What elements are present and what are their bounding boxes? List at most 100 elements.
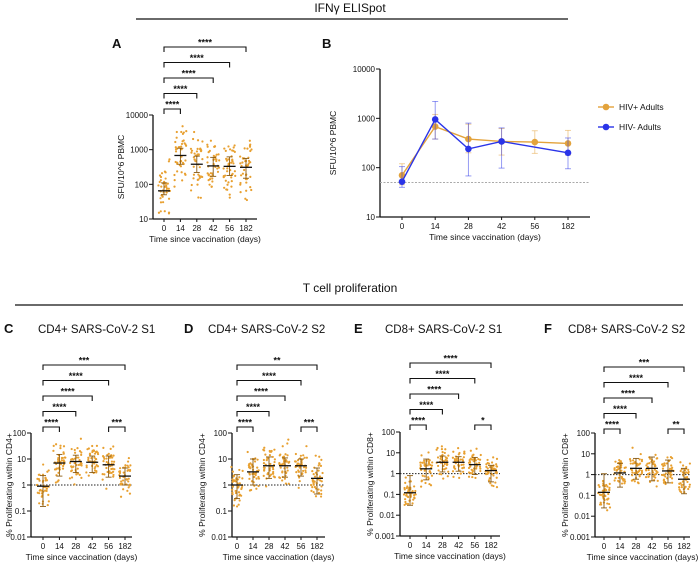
data-point [224, 149, 227, 152]
panel-c: C CD4+ SARS-CoV-2 S1 0.01 0.1 1 10 100 0 14 28 42 5… [4, 321, 155, 562]
data-point [601, 493, 604, 496]
data-point [238, 499, 241, 502]
data-point [44, 489, 47, 492]
data-point [654, 476, 657, 479]
data-point [263, 468, 266, 471]
data-point [678, 486, 681, 489]
data-point [167, 187, 170, 190]
data-point [120, 480, 123, 483]
data-point [87, 456, 90, 460]
x-tick-label: 42 [88, 542, 97, 551]
data-point [314, 487, 318, 490]
data-point [206, 145, 209, 148]
data-point [241, 172, 244, 175]
data-point [297, 486, 300, 489]
data-point [52, 449, 55, 452]
data-point [490, 461, 494, 464]
data-point [196, 183, 199, 186]
data-point [474, 459, 477, 462]
data-point [318, 455, 321, 458]
data-point [452, 450, 455, 453]
legend-label: HIV- Adults [619, 122, 661, 132]
data-point [614, 476, 617, 480]
data-point [296, 462, 299, 465]
y-tick-label: 100 [214, 429, 228, 438]
data-point [173, 173, 176, 177]
data-point [160, 172, 164, 175]
significance-bracket [236, 410, 270, 417]
data-point [211, 177, 214, 180]
data-point [440, 445, 443, 448]
data-point [47, 469, 50, 472]
data-point [61, 467, 65, 470]
data-point [461, 467, 464, 470]
panel-d: D CD4+ SARS-CoV-2 S2 0.01 0.1 1 10 100 0 14 28 42 5… [184, 321, 334, 562]
data-point [228, 148, 232, 151]
data-point [421, 461, 424, 464]
data-point [38, 502, 41, 505]
data-point [185, 144, 188, 147]
data-point [262, 461, 266, 465]
data-point [617, 476, 620, 479]
data-point [636, 481, 640, 484]
data-point [180, 142, 184, 146]
x-tick-label: 0 [162, 224, 167, 233]
data-point [281, 479, 284, 482]
significance-bracket [163, 92, 198, 99]
data-point [250, 148, 253, 151]
data-point [70, 465, 73, 468]
data-point [662, 474, 666, 477]
data-point [688, 462, 691, 465]
data-point [245, 198, 249, 202]
data-point [398, 178, 406, 185]
data-point [233, 499, 236, 502]
data-point [69, 461, 72, 465]
data-point [176, 170, 179, 173]
data-point [230, 465, 233, 469]
data-point [436, 446, 439, 450]
data-point [266, 473, 269, 476]
data-point [311, 486, 314, 489]
data-point [36, 491, 39, 494]
data-point [646, 473, 649, 476]
data-point [70, 458, 73, 461]
data-point [284, 482, 288, 485]
data-point [622, 477, 625, 481]
data-point [686, 480, 689, 484]
data-point [485, 463, 488, 466]
data-point [243, 168, 246, 172]
significance-bracket [163, 61, 231, 68]
data-point [266, 457, 269, 460]
data-point [305, 445, 308, 448]
data-point [478, 461, 481, 464]
y-axis-label: % Proliferating within CD8+ [365, 432, 375, 536]
data-point [647, 468, 650, 472]
y-tick-label: 1 [391, 470, 396, 479]
data-point [197, 178, 200, 181]
data-point [281, 470, 284, 473]
significance-label: ** [273, 356, 281, 366]
data-point [218, 159, 221, 162]
data-point [110, 471, 113, 474]
x-tick-label: 56 [664, 542, 673, 551]
data-point [411, 502, 414, 505]
data-point [660, 463, 664, 466]
x-tick-label: 42 [454, 541, 463, 550]
data-point [298, 476, 301, 479]
data-point [623, 480, 627, 483]
data-point [237, 485, 240, 488]
data-point [216, 167, 219, 170]
data-point [687, 470, 690, 474]
data-point [688, 483, 691, 486]
data-point [208, 178, 212, 181]
data-point [294, 460, 297, 463]
data-point [166, 182, 169, 185]
data-point [127, 486, 130, 489]
data-point [253, 472, 256, 475]
data-point [164, 177, 167, 180]
data-point [190, 183, 193, 187]
data-point [413, 485, 416, 488]
data-point [613, 468, 616, 471]
data-point [159, 201, 163, 204]
y-tick-label: 0.1 [15, 507, 27, 516]
